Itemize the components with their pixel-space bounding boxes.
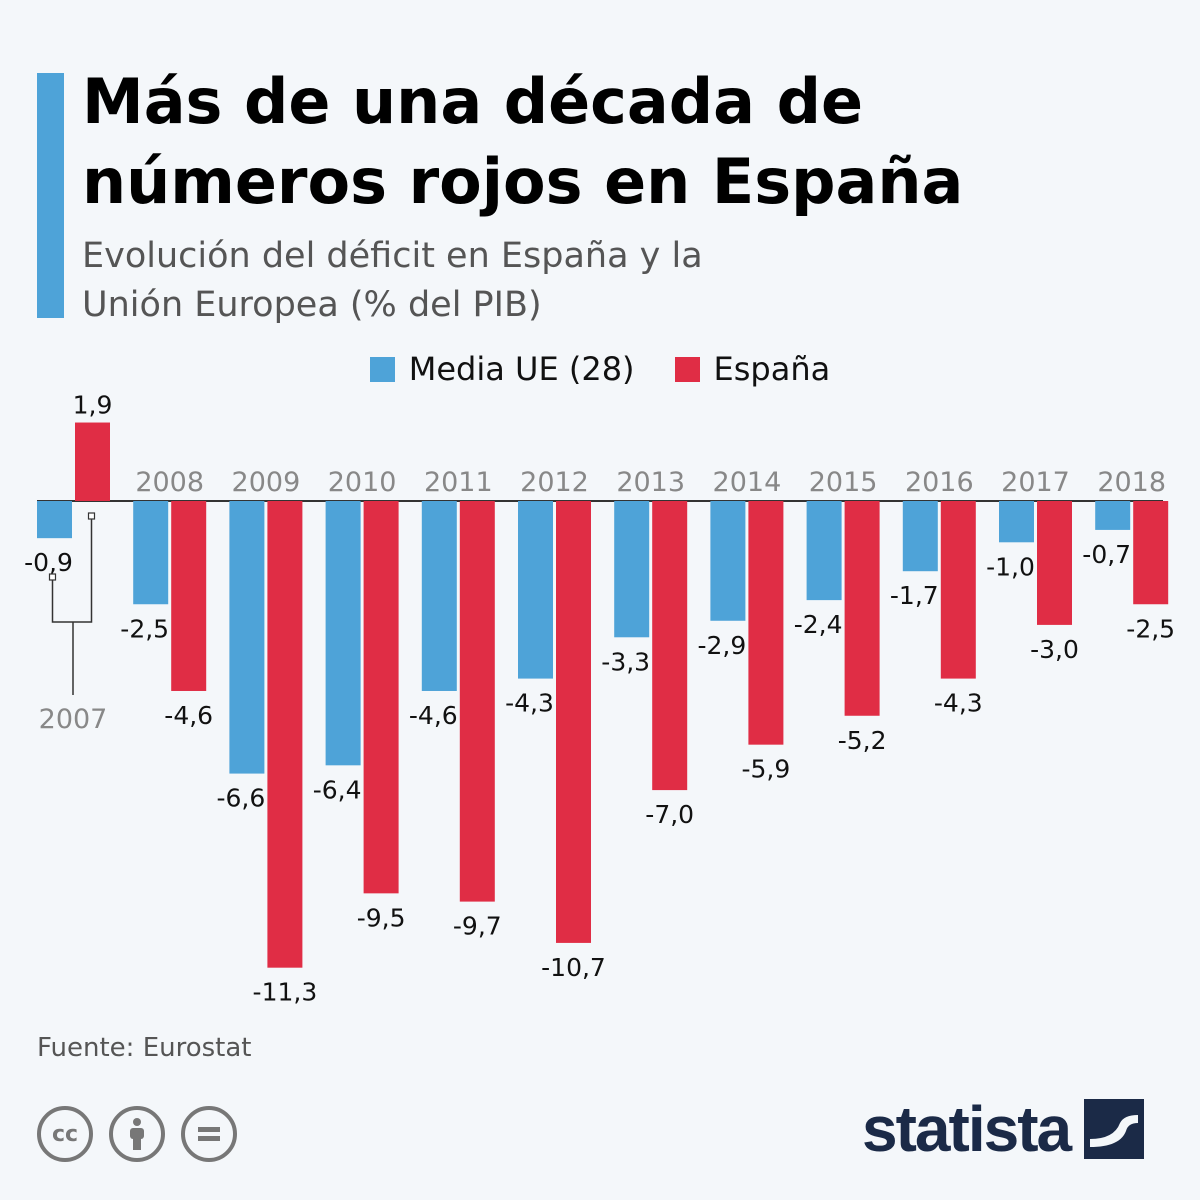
bar-spain-2013 <box>652 501 688 791</box>
data-label: -2,5 <box>1126 614 1175 643</box>
data-label: -4,3 <box>934 689 983 718</box>
data-label: -6,6 <box>217 784 266 813</box>
bar-spain-2008 <box>171 501 207 691</box>
bar-spain-2009 <box>267 501 303 968</box>
cc-icon: cc <box>37 1106 93 1162</box>
connector-marker <box>87 512 96 520</box>
bar-eu-2013 <box>614 501 650 638</box>
data-label: -5,2 <box>838 726 887 755</box>
bar-spain-2017 <box>1037 501 1072 625</box>
nd-icon <box>181 1106 237 1162</box>
data-label: -0,7 <box>1082 540 1131 569</box>
bar-spain-2014 <box>748 501 784 745</box>
data-label: -11,3 <box>253 978 318 1007</box>
year-label: 2010 <box>328 467 397 498</box>
year-label: 2015 <box>809 467 878 498</box>
bar-spain-2011 <box>459 501 495 902</box>
year-connector <box>51 517 93 695</box>
bar-eu-2014 <box>710 501 746 621</box>
data-label: -4,3 <box>505 689 554 718</box>
by-icon <box>109 1106 165 1162</box>
bar-spain-2016 <box>940 501 976 679</box>
legend-item-eu: Media UE (28) <box>369 350 635 388</box>
legend-label-spain: España <box>713 350 831 388</box>
bar-eu-2018 <box>1095 501 1131 530</box>
bar-eu-2007 <box>37 501 72 539</box>
bar-spain-2012 <box>556 501 591 943</box>
data-label: -0,9 <box>24 548 73 577</box>
bar-spain-2010 <box>363 501 399 894</box>
bar-eu-2012 <box>518 501 553 679</box>
data-label: -10,7 <box>541 953 606 982</box>
bar-spain-2007 <box>75 422 110 501</box>
year-label: 2008 <box>135 467 204 498</box>
year-label: 2017 <box>1001 467 1070 498</box>
data-label: -4,6 <box>409 701 458 730</box>
bar-spain-2018 <box>1133 501 1169 605</box>
year-label: 2011 <box>424 467 493 498</box>
data-label: -5,9 <box>742 755 791 784</box>
year-label: 2016 <box>905 467 974 498</box>
statista-logo-text: statista <box>862 1093 1072 1165</box>
data-label: -2,4 <box>794 610 843 639</box>
data-label: -2,5 <box>120 614 169 643</box>
source: Fuente: Eurostat <box>37 1033 252 1063</box>
data-label: 1,9 <box>73 391 113 420</box>
data-label: -1,7 <box>890 581 939 610</box>
page-subtitle: Evolución del déficit en España y la Uni… <box>82 236 703 325</box>
data-label: -9,5 <box>357 903 406 932</box>
data-label: -9,7 <box>453 912 502 941</box>
bar-eu-2016 <box>902 501 938 572</box>
statista-logo-icon <box>1084 1099 1145 1159</box>
bar-spain-2015 <box>844 501 880 716</box>
year-label: 2013 <box>616 467 685 498</box>
legend-swatch-spain <box>674 356 700 382</box>
year-label: 2012 <box>520 467 589 498</box>
year-label: 2007 <box>39 704 108 735</box>
bar-eu-2015 <box>806 501 842 601</box>
bar-eu-2017 <box>999 501 1034 543</box>
year-label: 2014 <box>713 467 782 498</box>
data-label: -2,9 <box>698 631 747 660</box>
legend-label-eu: Media UE (28) <box>408 350 635 388</box>
data-label: -3,3 <box>601 647 650 676</box>
data-label: -3,0 <box>1030 635 1079 664</box>
bar-eu-2011 <box>421 501 457 691</box>
data-label: -6,4 <box>313 775 362 804</box>
legend-swatch-eu <box>369 356 395 382</box>
year-label: 2009 <box>232 467 301 498</box>
accent-bar <box>37 73 64 318</box>
year-label: 2018 <box>1097 467 1166 498</box>
connector-marker <box>48 573 57 581</box>
page-title: Más de una década de números rojos en Es… <box>82 65 964 218</box>
data-label: -1,0 <box>986 552 1035 581</box>
legend: Media UE (28) España <box>0 350 1200 388</box>
data-label: -4,6 <box>164 701 213 730</box>
bar-eu-2008 <box>133 501 169 605</box>
statista-logo: statista <box>862 1092 1145 1166</box>
data-label: -7,0 <box>645 800 694 829</box>
bar-eu-2009 <box>229 501 265 774</box>
bar-eu-2010 <box>325 501 361 766</box>
legend-item-spain: España <box>674 350 831 388</box>
